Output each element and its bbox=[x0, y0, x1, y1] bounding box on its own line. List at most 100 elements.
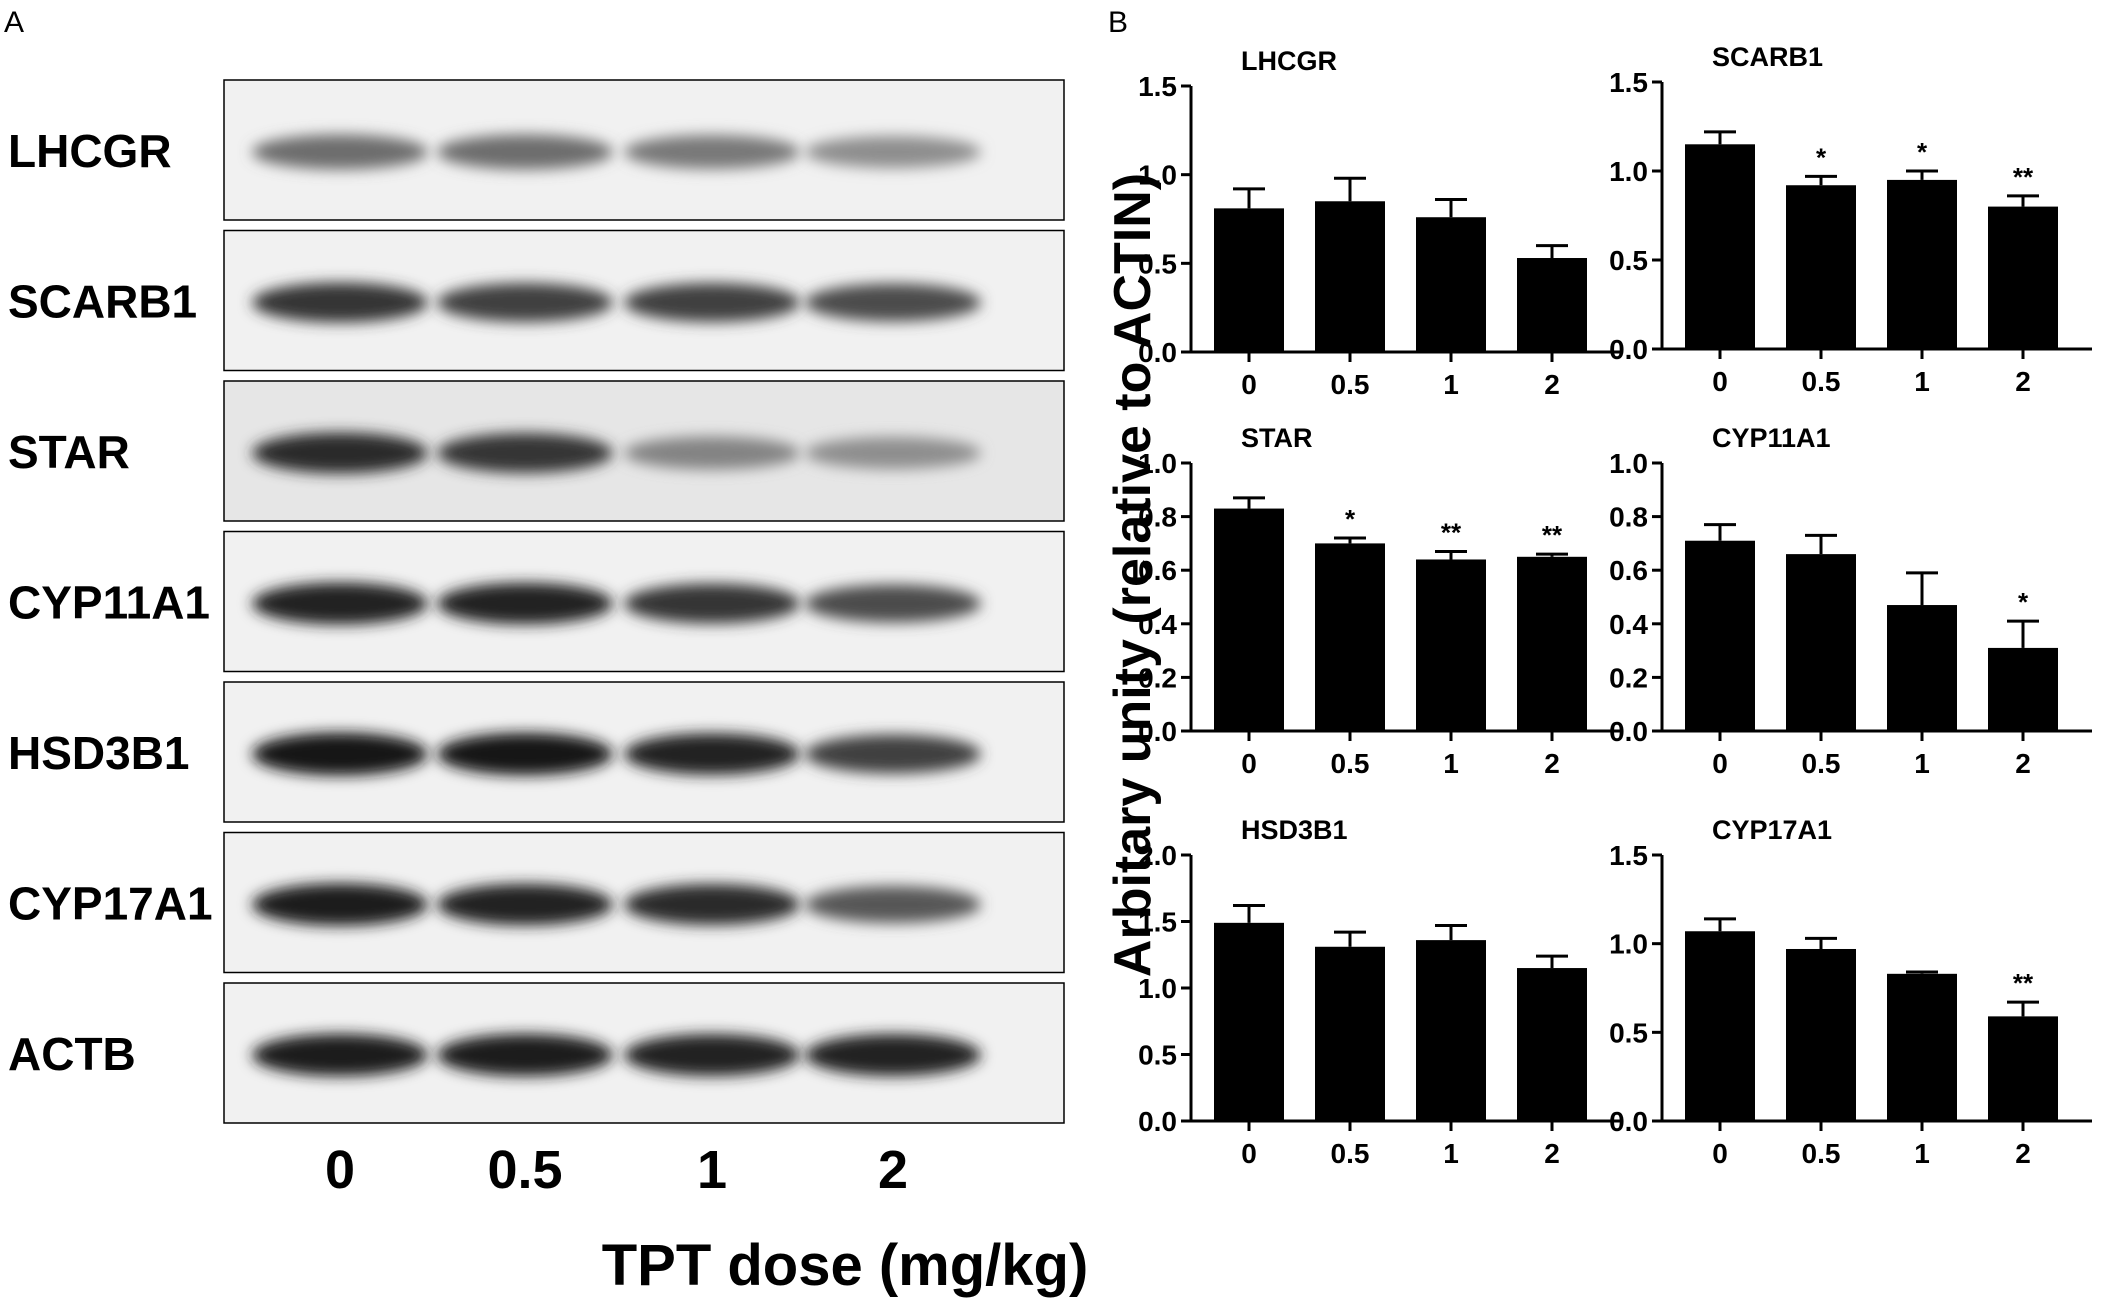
significance-marker: ** bbox=[2013, 968, 2034, 998]
bar-scarb1-2 bbox=[1988, 206, 2058, 349]
bar-chart-cyp11a1: CYP11A1 0.0 0.2 0.4 0.6 0.8 1.0 0 0.5 1 2 * bbox=[1609, 423, 2092, 779]
x-tick-label: 1 bbox=[1914, 748, 1930, 779]
y-tick-label: 1.0 bbox=[1609, 929, 1648, 960]
bar-chart-cyp17a1: CYP17A1 0.0 0.5 1.0 1.5 0 0.5 1 2 ** bbox=[1609, 815, 2092, 1169]
x-tick-label: 0 bbox=[1712, 1138, 1728, 1169]
y-tick-label: 0.6 bbox=[1138, 555, 1177, 586]
bar-chart-hsd3b1: HSD3B1 0.0 0.5 1.0 1.5 2.0 0 0.5 1 2 bbox=[1138, 815, 1621, 1169]
bar-lhcgr-0 bbox=[1214, 208, 1284, 352]
chart-title: CYP17A1 bbox=[1712, 815, 1832, 845]
blot-band bbox=[252, 134, 428, 170]
bar-cyp17a1-1 bbox=[1887, 973, 1957, 1121]
blot-label-scarb1: SCARB1 bbox=[8, 276, 197, 328]
x-tick-label: 0 bbox=[1241, 1138, 1257, 1169]
blot-lane-label: 0 bbox=[325, 1140, 355, 1200]
blot-band bbox=[252, 1033, 428, 1077]
bar-hsd3b1-1 bbox=[1416, 940, 1486, 1121]
bar-star-1 bbox=[1416, 559, 1486, 731]
blot-band bbox=[437, 1033, 613, 1077]
significance-marker: * bbox=[1917, 137, 1928, 167]
y-tick-label: 1.5 bbox=[1609, 840, 1648, 871]
significance-marker: * bbox=[1816, 142, 1827, 172]
bar-cyp17a1-2 bbox=[1988, 1016, 2058, 1121]
blot-lane-label: 2 bbox=[878, 1140, 908, 1200]
y-tick-label: 0.0 bbox=[1138, 716, 1177, 747]
blot-band bbox=[437, 134, 613, 170]
x-tick-label: 0 bbox=[1712, 748, 1728, 779]
blot-band bbox=[437, 732, 613, 776]
chart-title: HSD3B1 bbox=[1241, 815, 1348, 845]
x-tick-label: 2 bbox=[2015, 1138, 2031, 1169]
x-tick-label: 0.5 bbox=[1802, 1138, 1841, 1169]
chart-title: STAR bbox=[1241, 423, 1313, 453]
x-tick-label: 0 bbox=[1712, 366, 1728, 397]
y-tick-label: 0.0 bbox=[1609, 334, 1648, 365]
blot-band bbox=[624, 135, 800, 169]
y-tick-label: 1.0 bbox=[1609, 448, 1648, 479]
blot-band bbox=[624, 583, 800, 624]
blot-label-star: STAR bbox=[8, 426, 130, 478]
blot-band bbox=[624, 884, 800, 925]
bar-hsd3b1-0 bbox=[1214, 922, 1284, 1121]
y-tick-label: 0.0 bbox=[1138, 1106, 1177, 1137]
bar-cyp11a1-1 bbox=[1887, 605, 1957, 731]
blot-band bbox=[437, 582, 613, 625]
blot-label-hsd3b1: HSD3B1 bbox=[8, 727, 190, 779]
shared-y-axis-title: Arbitary unity (relative to ACTIN) bbox=[1104, 173, 1162, 977]
x-tick-label: 2 bbox=[2015, 366, 2031, 397]
blot-lane-label: 0.5 bbox=[487, 1140, 562, 1200]
y-tick-label: 0.2 bbox=[1138, 662, 1177, 693]
blot-label-cyp17a1: CYP17A1 bbox=[8, 878, 213, 930]
shared-x-axis-title: TPT dose (mg/kg) bbox=[602, 1233, 1089, 1298]
y-tick-label: 0.6 bbox=[1609, 555, 1648, 586]
blot-band bbox=[252, 883, 428, 926]
y-tick-label: 1.0 bbox=[1609, 156, 1648, 187]
bar-cyp17a1-0.5 bbox=[1786, 948, 1856, 1121]
bar-charts-panel: LHCGR 0.0 0.5 1.0 1.5 0 0.5 1 2 SCARB1 0.0 0.5 1.0 1.… bbox=[1138, 42, 2092, 1169]
bar-hsd3b1-2 bbox=[1517, 968, 1587, 1121]
blot-band bbox=[437, 433, 613, 473]
x-tick-label: 1 bbox=[1914, 1138, 1930, 1169]
y-tick-label: 0.5 bbox=[1609, 1017, 1648, 1048]
blot-band bbox=[252, 282, 428, 323]
x-tick-label: 2 bbox=[1544, 748, 1560, 779]
western-blot-panel: LHCGR SCARB1 STAR CYP11A1 HSD3B1 CYP17A1 ACTB 0… bbox=[8, 79, 1065, 1200]
blot-label-lhcgr: LHCGR bbox=[8, 125, 172, 177]
x-tick-label: 2 bbox=[1544, 1138, 1560, 1169]
y-tick-label: 0.5 bbox=[1609, 245, 1648, 276]
bar-cyp11a1-0.5 bbox=[1786, 554, 1856, 731]
blot-band bbox=[805, 136, 981, 168]
x-tick-label: 1 bbox=[1914, 366, 1930, 397]
x-tick-label: 0 bbox=[1241, 369, 1257, 400]
bar-cyp11a1-0 bbox=[1685, 540, 1755, 731]
y-tick-label: 0.0 bbox=[1609, 716, 1648, 747]
y-tick-label: 1.0 bbox=[1138, 160, 1177, 191]
significance-marker: ** bbox=[2013, 162, 2034, 192]
y-tick-label: 0.4 bbox=[1609, 609, 1648, 640]
blot-band bbox=[805, 1034, 981, 1076]
chart-title: SCARB1 bbox=[1712, 42, 1823, 72]
x-tick-label: 0 bbox=[1241, 748, 1257, 779]
x-tick-label: 1 bbox=[1443, 1138, 1459, 1169]
blot-band bbox=[624, 283, 800, 322]
blot-label-actb: ACTB bbox=[8, 1028, 136, 1080]
y-tick-label: 1.5 bbox=[1609, 67, 1648, 98]
x-tick-label: 2 bbox=[2015, 748, 2031, 779]
blot-band bbox=[805, 283, 981, 322]
blot-band bbox=[252, 732, 428, 776]
bar-chart-lhcgr: LHCGR 0.0 0.5 1.0 1.5 0 0.5 1 2 bbox=[1138, 46, 1621, 400]
y-tick-label: 0.5 bbox=[1138, 248, 1177, 279]
panel-a-label: A bbox=[4, 6, 24, 39]
y-tick-label: 0.0 bbox=[1138, 337, 1177, 368]
bar-scarb1-0.5 bbox=[1786, 185, 1856, 349]
blot-band bbox=[805, 437, 981, 469]
blot-band bbox=[437, 883, 613, 926]
y-tick-label: 0.8 bbox=[1138, 502, 1177, 533]
blot-band bbox=[805, 886, 981, 923]
bar-cyp17a1-0 bbox=[1685, 931, 1755, 1121]
bar-hsd3b1-0.5 bbox=[1315, 946, 1385, 1121]
y-tick-label: 1.0 bbox=[1138, 973, 1177, 1004]
bar-cyp11a1-2 bbox=[1988, 647, 2058, 731]
y-tick-label: 0.2 bbox=[1609, 662, 1648, 693]
